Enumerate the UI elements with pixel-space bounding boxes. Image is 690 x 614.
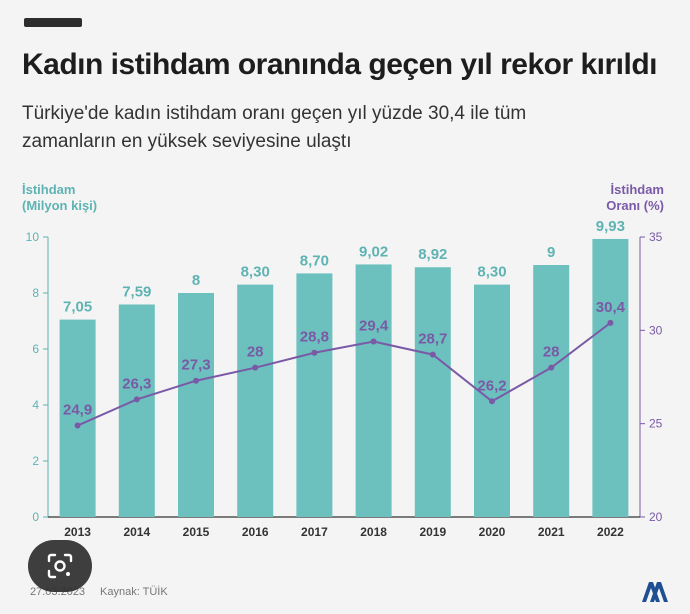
rate-point <box>133 396 140 403</box>
bar <box>533 265 570 517</box>
rate-value-label: 29,4 <box>359 318 389 335</box>
x-axis-tick-label: 2021 <box>538 525 565 539</box>
rate-point <box>370 338 377 345</box>
bar-value-label: 8,70 <box>300 252 329 269</box>
right-axis-label-line2: Oranı (%) <box>606 198 664 213</box>
rate-point <box>429 351 436 358</box>
bar <box>414 267 451 517</box>
rate-value-label: 28 <box>543 344 560 361</box>
right-axis-tick-label: 35 <box>649 230 663 244</box>
page-subtitle: Türkiye'de kadın istihdam oranı geçen yı… <box>22 103 527 152</box>
bar <box>237 284 274 517</box>
right-axis-tick-label: 20 <box>649 510 663 524</box>
rate-value-label: 24,9 <box>63 402 92 419</box>
aa-logo-icon <box>642 582 668 602</box>
left-axis-tick-label: 2 <box>32 454 39 468</box>
bar-value-label: 8,92 <box>418 246 447 263</box>
bar <box>118 304 155 517</box>
page-title: Kadın istihdam oranında geçen yıl rekor … <box>22 48 658 81</box>
left-axis-tick-label: 4 <box>32 398 39 412</box>
left-axis-tick-label: 8 <box>32 286 39 300</box>
bar-value-label: 9,02 <box>359 243 388 260</box>
lens-button[interactable] <box>28 540 92 592</box>
x-axis-tick-label: 2018 <box>360 525 387 539</box>
rate-point <box>193 377 199 384</box>
rate-value-label: 28,8 <box>300 329 329 346</box>
bar-value-label: 7,59 <box>122 283 151 300</box>
bar <box>355 264 392 517</box>
rate-point <box>252 364 259 371</box>
rate-value-label: 30,4 <box>596 299 626 316</box>
rate-point <box>607 319 614 326</box>
x-axis-tick-label: 2013 <box>64 525 91 539</box>
x-axis-tick-label: 2022 <box>597 525 624 539</box>
right-axis-tick-label: 25 <box>649 417 663 431</box>
right-axis-label-line1: İstihdam <box>610 182 664 197</box>
bar-value-label: 8,30 <box>241 264 270 281</box>
rate-point <box>74 422 81 429</box>
x-axis-tick-label: 2016 <box>242 525 269 539</box>
left-axis-label-line1: İstihdam <box>22 182 76 197</box>
right-axis-label: İstihdam Oranı (%) <box>606 182 664 214</box>
bar <box>59 319 96 517</box>
bar-value-label: 9,93 <box>596 218 625 235</box>
bar-value-label: 8,30 <box>477 264 506 281</box>
left-axis-label-line2: (Milyon kişi) <box>22 198 98 213</box>
bar-value-label: 7,05 <box>63 299 92 316</box>
left-axis-tick-label: 0 <box>32 510 39 524</box>
x-axis-tick-label: 2015 <box>183 525 210 539</box>
right-axis-tick-label: 30 <box>649 323 663 337</box>
lens-icon <box>47 553 73 579</box>
x-axis-tick-label: 2014 <box>123 525 150 539</box>
left-axis-tick-label: 6 <box>32 342 39 356</box>
bar-value-label: 9 <box>547 244 555 261</box>
rate-point <box>311 349 318 356</box>
top-accent-bar <box>24 18 82 27</box>
rate-value-label: 28,7 <box>418 331 447 348</box>
x-axis-tick-label: 2019 <box>419 525 446 539</box>
x-axis-tick-label: 2017 <box>301 525 328 539</box>
rate-value-label: 26,2 <box>477 377 506 394</box>
rate-line <box>77 322 612 427</box>
rate-value-label: 27,3 <box>181 357 210 374</box>
left-axis-label: İstihdam (Milyon kişi) <box>22 182 97 214</box>
bar <box>592 238 629 517</box>
rate-point <box>489 398 495 405</box>
rate-point <box>548 364 555 371</box>
bar <box>296 273 333 517</box>
left-axis-tick-label: 10 <box>26 230 40 244</box>
rate-value-label: 28 <box>247 344 264 361</box>
x-axis-tick-label: 2020 <box>479 525 506 539</box>
footer-source: Kaynak: TÜİK <box>100 586 168 598</box>
bar-value-label: 8 <box>192 272 200 289</box>
bar <box>178 293 214 517</box>
rate-value-label: 26,3 <box>122 375 151 392</box>
